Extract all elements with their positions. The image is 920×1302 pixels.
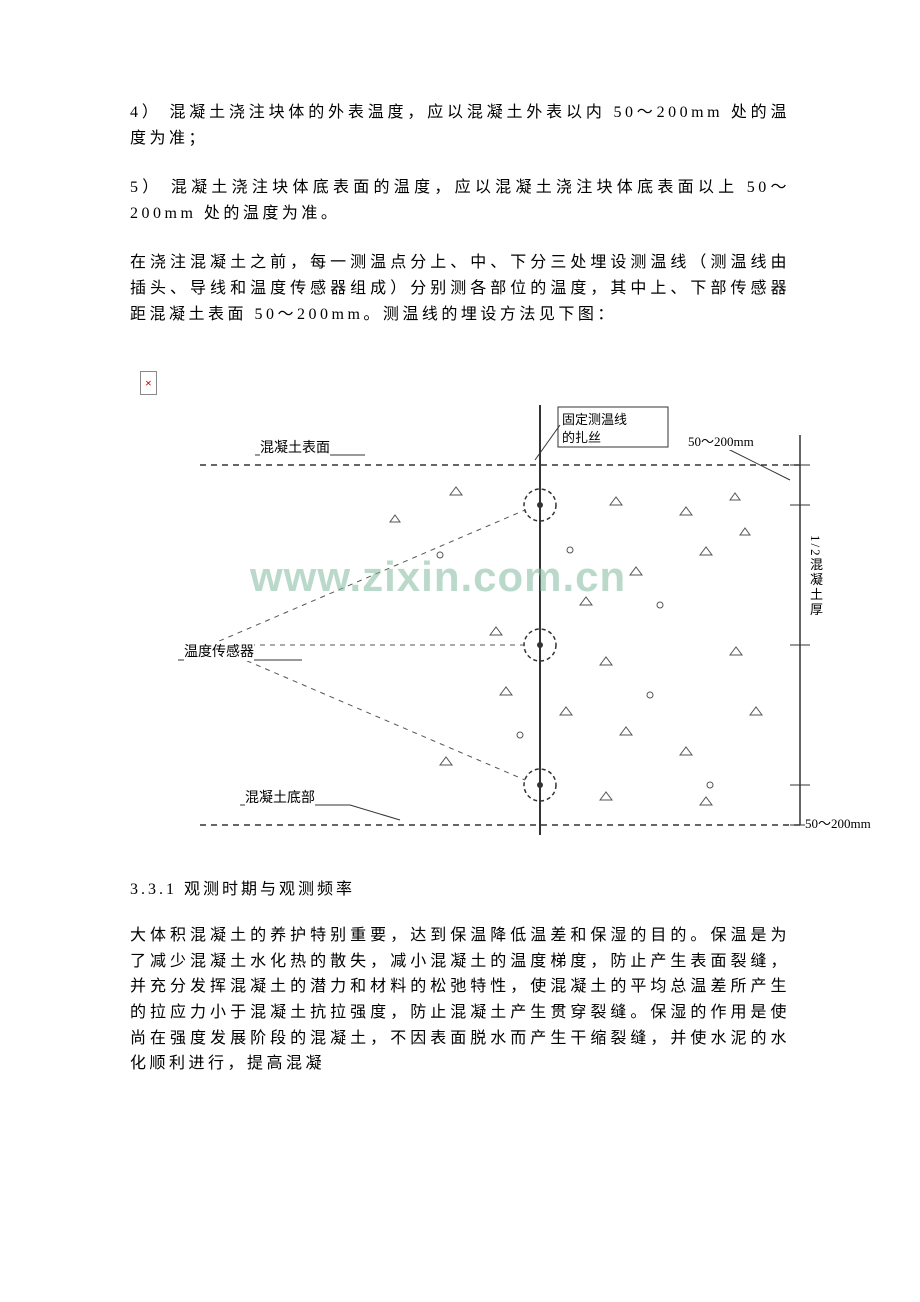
label-fix-wire: 固定测温线 [562, 409, 627, 428]
paragraph-4: 4） 混凝土浇注块体的外表温度，应以混凝土外表以内 50～200mm 处的温度为… [130, 100, 790, 151]
paragraph-5: 5） 混凝土浇注块体底表面的温度，应以混凝土浇注块体底表面以上 50～200mm… [130, 175, 790, 226]
label-range-bottom: 50～200mm [805, 813, 871, 832]
section-heading-331: 3.3.1 观测时期与观测频率 [130, 875, 790, 899]
label-bottom: 混凝土底部 [245, 787, 315, 807]
broken-image-icon: × [140, 371, 157, 395]
label-half-thickness: 1/2混凝土厚 [806, 535, 825, 618]
paragraph-intro: 在浇注混凝土之前，每一测温点分上、中、下分三处埋设测温线（测温线由插头、导线和温… [130, 250, 790, 327]
label-range-top: 50～200mm [688, 431, 754, 450]
diagram-svg [140, 405, 840, 845]
paragraph-body: 大体积混凝土的养护特别重要，达到保温降低温差和保湿的目的。保温是为了减少混凝土水… [130, 923, 790, 1077]
temperature-sensor-diagram: www.zixin.com.cn [140, 405, 840, 845]
label-sensor: 温度传感器 [184, 641, 254, 661]
label-surface: 混凝土表面 [260, 437, 330, 457]
label-fix-wire2: 的扎丝 [562, 427, 601, 446]
